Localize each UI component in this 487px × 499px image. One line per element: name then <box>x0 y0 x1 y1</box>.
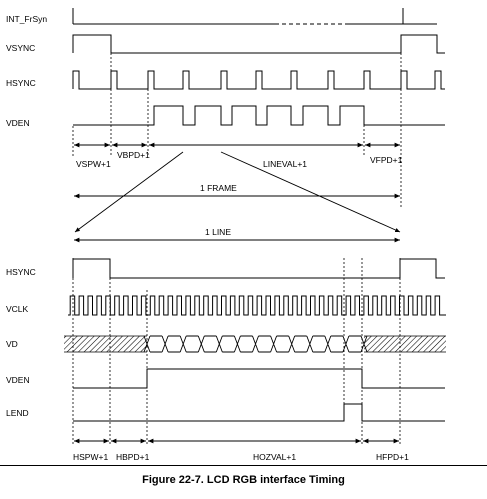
waveform-int-frsyn <box>72 8 437 25</box>
label-vspw: VSPW+1 <box>76 159 111 169</box>
label-hsync-bottom: HSYNC <box>6 267 36 277</box>
label-hozval: HOZVAL+1 <box>253 452 296 462</box>
waveform-vsync-top <box>72 34 445 54</box>
label-hspw: HSPW+1 <box>73 452 108 462</box>
label-int-frsyn: INT_FrSyn <box>6 14 47 24</box>
label-line: 1 LINE <box>205 227 231 237</box>
timing-diagram: INT_FrSyn VSYNC HSYNC VDEN VSPW+1 VBPD+1… <box>6 8 446 462</box>
label-hsync-top: HSYNC <box>6 78 36 88</box>
label-hfpd: HFPD+1 <box>376 452 409 462</box>
waveform-hsync-bottom <box>72 258 445 279</box>
bottom-guides <box>72 258 401 445</box>
label-vd: VD <box>6 339 18 349</box>
figure-caption: Figure 22-7. LCD RGB interface Timing <box>142 474 345 486</box>
waveform-lend <box>73 403 445 422</box>
label-vsync-top: VSYNC <box>6 43 35 53</box>
label-hbpd: HBPD+1 <box>116 452 150 462</box>
label-vclk: VCLK <box>6 304 29 314</box>
label-vfpd: VFPD+1 <box>370 155 403 165</box>
label-vden-top: VDEN <box>6 118 30 128</box>
caption-divider <box>0 465 487 466</box>
label-lend: LEND <box>6 408 29 418</box>
label-frame: 1 FRAME <box>200 183 237 193</box>
top-guides <box>72 53 402 208</box>
label-lineval: LINEVAL+1 <box>263 159 307 169</box>
waveform-vd <box>64 335 446 353</box>
zoom-lines <box>74 151 401 233</box>
waveform-vclk <box>68 295 446 316</box>
label-vbpd: VBPD+1 <box>117 150 150 160</box>
waveform-vden-top <box>73 105 445 126</box>
label-vden-bottom: VDEN <box>6 375 30 385</box>
waveform-vden-bottom <box>73 368 445 389</box>
waveform-hsync-top <box>72 70 445 90</box>
